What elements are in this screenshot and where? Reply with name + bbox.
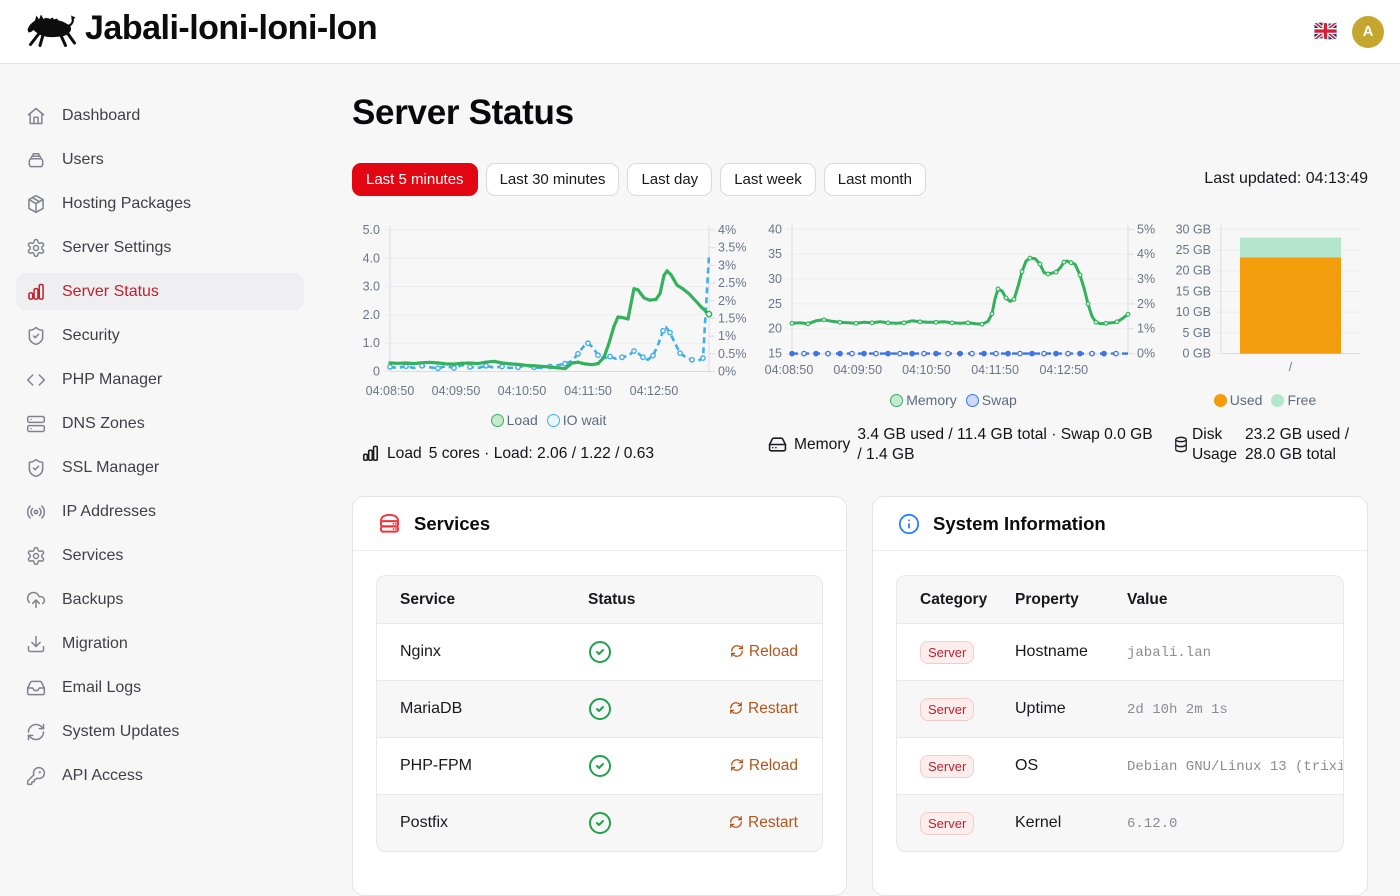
svg-text:15: 15 — [768, 347, 782, 361]
svg-text:04:09:50: 04:09:50 — [833, 363, 882, 377]
svg-text:30 GB: 30 GB — [1176, 222, 1211, 236]
svg-text:2%: 2% — [1137, 297, 1155, 311]
svg-text:20 GB: 20 GB — [1176, 264, 1211, 278]
svg-text:04:10:50: 04:10:50 — [498, 384, 547, 398]
svg-text:3%: 3% — [1137, 272, 1155, 286]
svg-text:04:11:50: 04:11:50 — [564, 384, 612, 398]
svg-text:15 GB: 15 GB — [1176, 285, 1211, 299]
svg-text:25 GB: 25 GB — [1176, 243, 1211, 257]
svg-text:04:11:50: 04:11:50 — [971, 363, 1019, 377]
svg-text:04:08:50: 04:08:50 — [366, 384, 415, 398]
svg-text:0%: 0% — [718, 365, 736, 379]
svg-text:3.0: 3.0 — [363, 280, 380, 294]
svg-text:20: 20 — [768, 322, 782, 336]
svg-text:2.5%: 2.5% — [718, 276, 747, 290]
svg-text:1%: 1% — [1137, 322, 1155, 336]
svg-text:3.5%: 3.5% — [718, 241, 747, 255]
svg-text:04:09:50: 04:09:50 — [432, 384, 481, 398]
svg-text:5%: 5% — [1137, 222, 1155, 236]
svg-text:0 GB: 0 GB — [1183, 347, 1212, 361]
svg-text:40: 40 — [768, 222, 782, 236]
svg-text:04:12:50: 04:12:50 — [630, 384, 679, 398]
svg-text:10 GB: 10 GB — [1176, 305, 1211, 319]
svg-text:2%: 2% — [718, 294, 736, 308]
svg-text:04:12:50: 04:12:50 — [1039, 363, 1088, 377]
svg-text:35: 35 — [768, 247, 782, 261]
svg-text:5 GB: 5 GB — [1183, 326, 1212, 340]
svg-text:1%: 1% — [718, 329, 736, 343]
svg-text:4%: 4% — [1137, 247, 1155, 261]
svg-text:30: 30 — [768, 272, 782, 286]
svg-text:04:10:50: 04:10:50 — [902, 363, 951, 377]
svg-text:25: 25 — [768, 297, 782, 311]
svg-text:4%: 4% — [718, 223, 736, 237]
svg-text:0.5%: 0.5% — [718, 347, 747, 361]
svg-text:0: 0 — [373, 365, 380, 379]
svg-text:1.5%: 1.5% — [718, 311, 747, 325]
svg-text:3%: 3% — [718, 258, 736, 272]
svg-text:5.0: 5.0 — [363, 223, 380, 237]
svg-text:04:08:50: 04:08:50 — [765, 363, 814, 377]
svg-text:0%: 0% — [1137, 347, 1155, 361]
svg-text:2.0: 2.0 — [363, 308, 380, 322]
svg-text:1.0: 1.0 — [363, 336, 380, 350]
svg-text:4.0: 4.0 — [363, 251, 380, 265]
svg-text:/: / — [1289, 360, 1293, 374]
